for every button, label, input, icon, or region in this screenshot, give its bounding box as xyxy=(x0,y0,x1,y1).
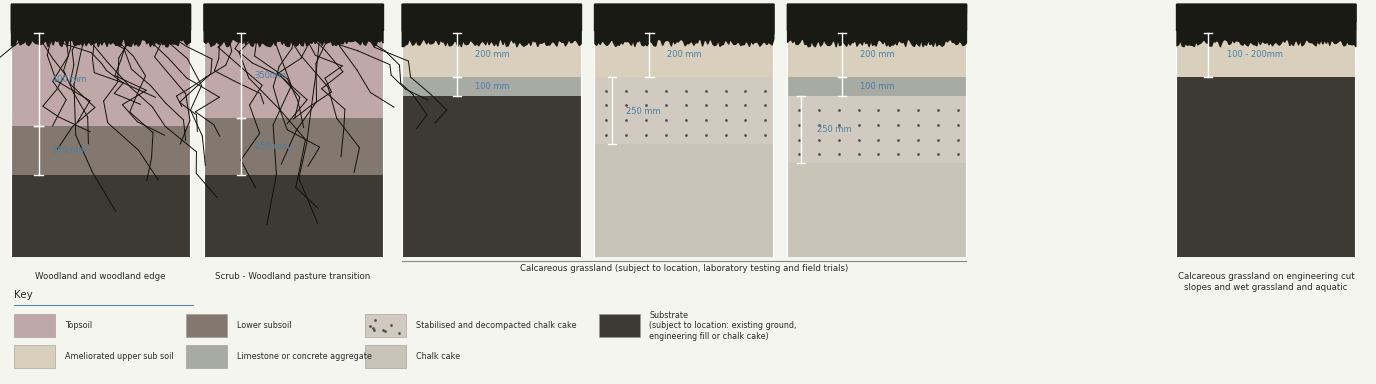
Bar xyxy=(11,126,190,175)
Text: 200 mm: 200 mm xyxy=(667,50,702,58)
Text: 100 mm: 100 mm xyxy=(860,82,894,91)
Bar xyxy=(186,314,227,337)
Text: Calcareous grassland (subject to location, laboratory testing and field trials): Calcareous grassland (subject to locatio… xyxy=(520,263,848,273)
Text: 200 mm: 200 mm xyxy=(860,50,894,58)
Bar xyxy=(402,33,581,77)
Bar xyxy=(1176,77,1355,257)
Bar xyxy=(599,314,640,337)
Bar xyxy=(1176,33,1355,77)
Bar xyxy=(365,314,406,337)
Text: 250 mm: 250 mm xyxy=(255,142,289,151)
Bar xyxy=(787,163,966,257)
Bar xyxy=(186,345,227,367)
Bar xyxy=(787,96,966,163)
Text: Scrub - Woodland pasture transition: Scrub - Woodland pasture transition xyxy=(216,273,370,281)
Text: Chalk cake: Chalk cake xyxy=(416,352,460,361)
Text: Key: Key xyxy=(14,290,33,300)
Text: 250 mm: 250 mm xyxy=(817,126,852,134)
Text: Topsoil: Topsoil xyxy=(65,321,92,330)
Bar xyxy=(594,33,773,77)
Bar xyxy=(402,77,581,96)
Text: 250 mm: 250 mm xyxy=(626,108,660,116)
Bar xyxy=(594,77,773,144)
Text: 100 mm: 100 mm xyxy=(475,82,509,91)
Bar xyxy=(787,77,966,96)
Bar xyxy=(14,314,55,337)
Bar xyxy=(204,118,383,175)
Text: Stabilised and decompacted chalk cake: Stabilised and decompacted chalk cake xyxy=(416,321,577,330)
Text: Calcareous grassland on engineering cut
slopes and wet grassland and aquatic: Calcareous grassland on engineering cut … xyxy=(1178,273,1354,292)
Text: 300 mm: 300 mm xyxy=(52,146,87,155)
Bar xyxy=(204,175,383,257)
Text: Ameliorated upper sub soil: Ameliorated upper sub soil xyxy=(65,352,173,361)
Bar xyxy=(787,33,966,77)
Text: Woodland and woodland edge: Woodland and woodland edge xyxy=(36,273,165,281)
Text: 400 mm: 400 mm xyxy=(52,75,87,84)
Bar xyxy=(365,345,406,367)
Bar xyxy=(204,33,383,118)
Bar xyxy=(402,96,581,257)
Text: 100 - 200mm: 100 - 200mm xyxy=(1227,50,1284,58)
Text: 350mm: 350mm xyxy=(255,71,286,80)
Text: Limestone or concrete aggregate: Limestone or concrete aggregate xyxy=(237,352,372,361)
Text: Lower subsoil: Lower subsoil xyxy=(237,321,292,330)
Bar xyxy=(594,144,773,257)
Text: 200 mm: 200 mm xyxy=(475,50,509,58)
Text: Substrate
(subject to location: existing ground,
engineering fill or chalk cake): Substrate (subject to location: existing… xyxy=(649,311,797,341)
Bar xyxy=(11,175,190,257)
Bar xyxy=(11,33,190,126)
Bar xyxy=(14,345,55,367)
